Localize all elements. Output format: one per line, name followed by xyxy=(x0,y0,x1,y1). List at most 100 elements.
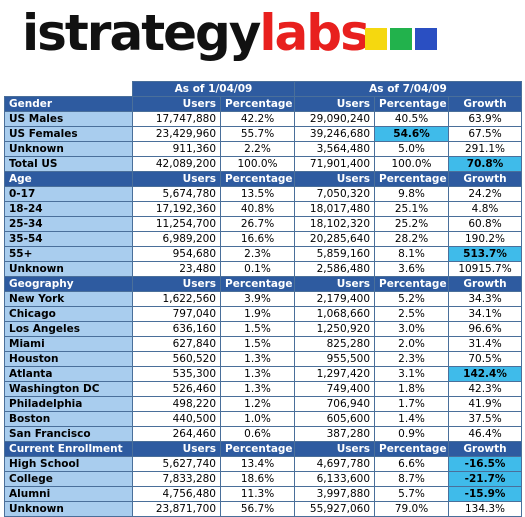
table-cell: 955,500 xyxy=(295,352,375,367)
table-cell: 1,250,920 xyxy=(295,322,375,337)
logo-square-green xyxy=(390,28,412,50)
column-header: Percentage xyxy=(221,442,295,457)
table-cell: 749,400 xyxy=(295,382,375,397)
highlighted-cell: 142.4% xyxy=(449,367,522,382)
table-cell: 8.7% xyxy=(375,472,449,487)
table-cell: 3.1% xyxy=(375,367,449,382)
table-cell: 3.9% xyxy=(221,292,295,307)
column-header: Growth xyxy=(449,97,522,112)
column-header: Percentage xyxy=(375,442,449,457)
table-cell: 9.8% xyxy=(375,187,449,202)
table-cell: 1.2% xyxy=(221,397,295,412)
table-cell: 264,460 xyxy=(133,427,221,442)
table-cell: 291.1% xyxy=(449,142,522,157)
table-cell: 1.5% xyxy=(221,337,295,352)
column-header: Percentage xyxy=(375,97,449,112)
section-header-current-enrollment: Current Enrollment Users Percentage Users Pe… xyxy=(5,442,522,457)
table-cell: 911,360 xyxy=(133,142,221,157)
table-cell: 13.4% xyxy=(221,457,295,472)
table-row: Miami 627,840 1.5% 825,280 2.0% 31.4% xyxy=(5,337,522,352)
table-cell: 3,564,480 xyxy=(295,142,375,157)
table-row: 55+ 954,680 2.3% 5,859,160 8.1% 513.7% xyxy=(5,247,522,262)
table-row: College 7,833,280 18.6% 6,133,600 8.7% -21.7% xyxy=(5,472,522,487)
row-label: San Francisco xyxy=(5,427,133,442)
table-cell: 56.7% xyxy=(221,502,295,517)
row-label: US Males xyxy=(5,112,133,127)
table-cell: 3.0% xyxy=(375,322,449,337)
table-row: Unknown 911,360 2.2% 3,564,480 5.0% 291.1% xyxy=(5,142,522,157)
row-label: 18-24 xyxy=(5,202,133,217)
table-cell: 2.5% xyxy=(375,307,449,322)
table-row: US Males 17,747,880 42.2% 29,090,240 40.5% 63… xyxy=(5,112,522,127)
row-label: Miami xyxy=(5,337,133,352)
table-cell: 17,747,880 xyxy=(133,112,221,127)
table-cell: 39,246,680 xyxy=(295,127,375,142)
table-row: New York 1,622,560 3.9% 2,179,400 5.2% 34.3% xyxy=(5,292,522,307)
table-cell: 18,102,320 xyxy=(295,217,375,232)
table-cell: 190.2% xyxy=(449,232,522,247)
table-cell: 4,756,480 xyxy=(133,487,221,502)
table-cell: 706,940 xyxy=(295,397,375,412)
logo-text-istrategy: istrategy xyxy=(22,4,259,62)
table-row: Unknown 23,480 0.1% 2,586,480 3.6% 10915.7% xyxy=(5,262,522,277)
table-cell: 6,133,600 xyxy=(295,472,375,487)
column-header: Percentage xyxy=(221,97,295,112)
table-cell: 1.3% xyxy=(221,352,295,367)
table-body: As of 1/04/09 As of 7/04/09 Gender Users P… xyxy=(5,82,522,517)
table-row: High School 5,627,740 13.4% 4,697,780 6.6% -1… xyxy=(5,457,522,472)
table-cell: 1.3% xyxy=(221,382,295,397)
table-cell: 34.3% xyxy=(449,292,522,307)
row-label: Philadelphia xyxy=(5,397,133,412)
table-cell: 1.3% xyxy=(221,367,295,382)
row-label: Boston xyxy=(5,412,133,427)
table-cell: 387,280 xyxy=(295,427,375,442)
highlighted-cell: -21.7% xyxy=(449,472,522,487)
period-header-1: As of 1/04/09 xyxy=(133,82,295,97)
table-cell: 526,460 xyxy=(133,382,221,397)
row-label: Los Angeles xyxy=(5,322,133,337)
section-header-geography: Geography Users Percentage Users Percentage G… xyxy=(5,277,522,292)
column-header: Users xyxy=(295,97,375,112)
table-cell: 25.2% xyxy=(375,217,449,232)
table-row: Washington DC 526,460 1.3% 749,400 1.8% 42.3% xyxy=(5,382,522,397)
row-label: College xyxy=(5,472,133,487)
row-label: 0-17 xyxy=(5,187,133,202)
table-cell: 825,280 xyxy=(295,337,375,352)
table-cell: 96.6% xyxy=(449,322,522,337)
table-cell: 16.6% xyxy=(221,232,295,247)
column-header: Percentage xyxy=(221,277,295,292)
table-cell: 55.7% xyxy=(221,127,295,142)
highlighted-cell: -16.5% xyxy=(449,457,522,472)
table-cell: 6.6% xyxy=(375,457,449,472)
logo-wordmark: istrategylabs xyxy=(22,2,368,64)
table-cell: 23,480 xyxy=(133,262,221,277)
table-cell: 55,927,060 xyxy=(295,502,375,517)
table-cell: 134.3% xyxy=(449,502,522,517)
row-label: US Females xyxy=(5,127,133,142)
table-cell: 10915.7% xyxy=(449,262,522,277)
table-row: 0-17 5,674,780 13.5% 7,050,320 9.8% 24.2% xyxy=(5,187,522,202)
table-cell: 28.2% xyxy=(375,232,449,247)
table-row: Unknown 23,871,700 56.7% 55,927,060 79.0% 134… xyxy=(5,502,522,517)
table-cell: 1.8% xyxy=(375,382,449,397)
table-cell: 636,160 xyxy=(133,322,221,337)
table-cell: 605,600 xyxy=(295,412,375,427)
period-header-row: As of 1/04/09 As of 7/04/09 xyxy=(5,82,522,97)
highlighted-cell: 513.7% xyxy=(449,247,522,262)
table-cell: 11,254,700 xyxy=(133,217,221,232)
table-cell: 46.4% xyxy=(449,427,522,442)
table-row: Chicago 797,040 1.9% 1,068,660 2.5% 34.1% xyxy=(5,307,522,322)
row-label: New York xyxy=(5,292,133,307)
table-cell: 71,901,400 xyxy=(295,157,375,172)
table-cell: 1.0% xyxy=(221,412,295,427)
table-cell: 18.6% xyxy=(221,472,295,487)
row-label: 25-34 xyxy=(5,217,133,232)
table-cell: 63.9% xyxy=(449,112,522,127)
column-header: Users xyxy=(133,97,221,112)
table-cell: 20,285,640 xyxy=(295,232,375,247)
table-cell: 954,680 xyxy=(133,247,221,262)
logo: istrategylabs xyxy=(0,0,525,80)
table-cell: 67.5% xyxy=(449,127,522,142)
table-cell: 13.5% xyxy=(221,187,295,202)
table-cell: 5,674,780 xyxy=(133,187,221,202)
